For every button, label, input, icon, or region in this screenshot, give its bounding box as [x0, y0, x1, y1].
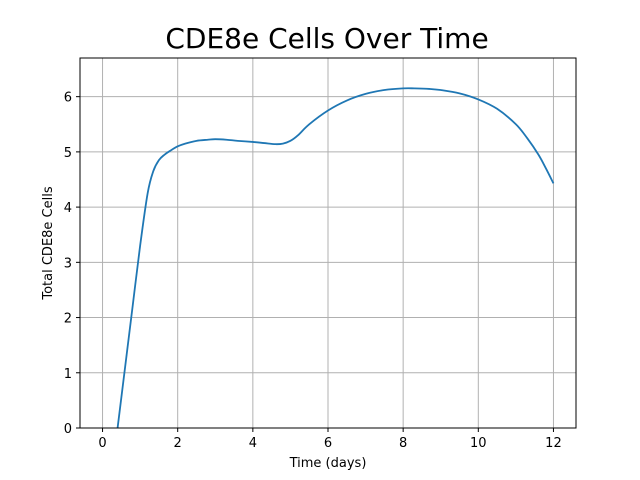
x-tick-label: 0	[98, 436, 106, 451]
x-tick-label: 6	[324, 436, 332, 451]
grid-lines	[80, 58, 576, 429]
x-tick-label: 4	[249, 436, 257, 451]
y-tick-label: 4	[64, 201, 72, 216]
y-axis-label: Total CDE8e Cells	[41, 186, 56, 300]
series-line-cde8e	[116, 87, 555, 429]
x-tick-label: 8	[399, 436, 407, 451]
y-tick-label: 6	[64, 91, 72, 106]
y-tick-label: 1	[64, 367, 72, 382]
chart-title: CDE8e Cells Over Time	[165, 22, 488, 55]
y-tick-label: 0	[64, 422, 72, 437]
y-tick-label: 3	[64, 256, 72, 271]
series-layer	[116, 87, 555, 429]
x-axis-label: Time (days)	[289, 456, 367, 471]
y-tick-label: 2	[64, 312, 72, 327]
x-tick-label: 12	[545, 436, 562, 451]
x-tick-label: 10	[470, 436, 487, 451]
y-tick-label: 5	[64, 146, 72, 161]
x-tick-label: 2	[174, 436, 182, 451]
